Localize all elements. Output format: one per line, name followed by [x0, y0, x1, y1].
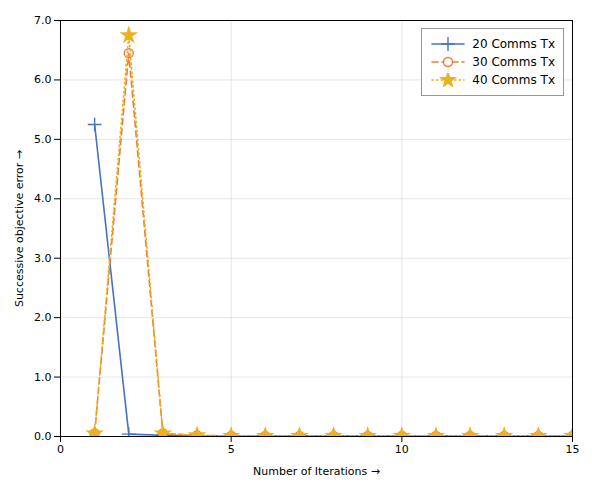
svg-text:10: 10	[395, 443, 409, 456]
svg-text:0.0: 0.0	[34, 430, 52, 443]
svg-text:3.0: 3.0	[34, 252, 52, 265]
svg-text:15: 15	[566, 443, 580, 456]
svg-text:2.0: 2.0	[34, 311, 52, 324]
svg-text:5.0: 5.0	[34, 133, 52, 146]
html-text:30 Comms Tx: 30 Comms Tx	[472, 55, 555, 69]
svg-text:7.0: 7.0	[34, 14, 52, 27]
svg-text:0: 0	[57, 443, 64, 456]
svg-text:Number of Iterations →: Number of Iterations →	[253, 465, 380, 478]
svg-text:1.0: 1.0	[34, 371, 52, 384]
html-text:20 Comms Tx: 20 Comms Tx	[472, 37, 555, 51]
svg-text:Successive objective error →: Successive objective error →	[13, 150, 26, 307]
svg-text:5: 5	[228, 443, 235, 456]
svg-text:4.0: 4.0	[34, 192, 52, 205]
html-text:40 Comms Tx: 40 Comms Tx	[472, 73, 555, 87]
svg-text:6.0: 6.0	[34, 73, 52, 86]
